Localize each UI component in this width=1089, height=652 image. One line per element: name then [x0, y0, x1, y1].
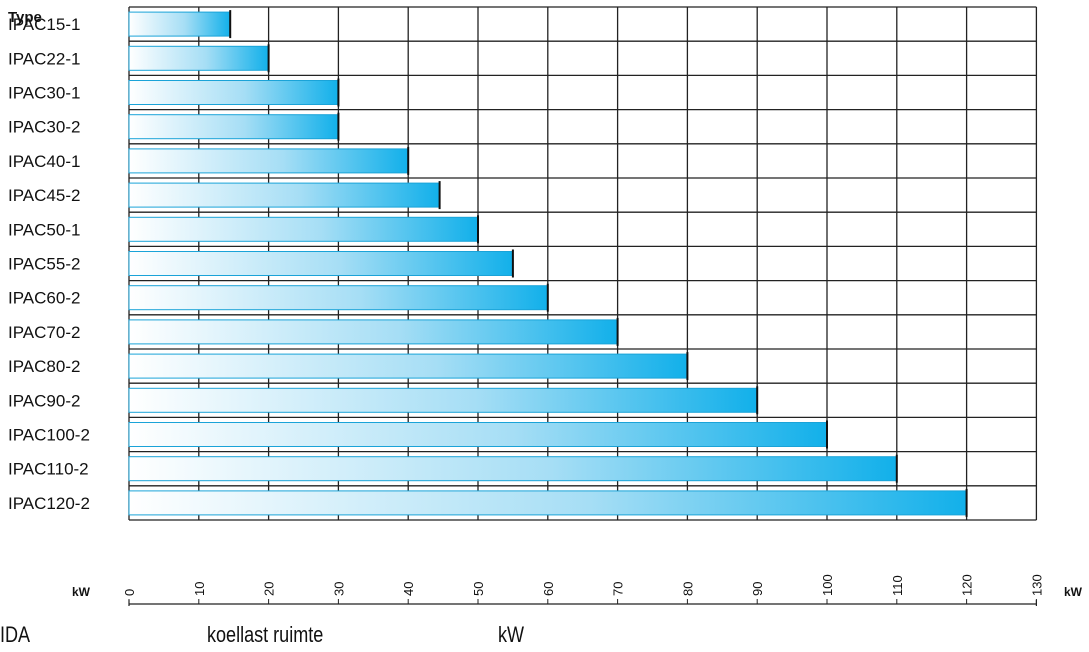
- category-label: IPAC70-2: [8, 323, 80, 342]
- category-label: IPAC45-2: [8, 186, 80, 205]
- bar: [128, 285, 549, 311]
- bar: [128, 45, 270, 71]
- bar: [128, 422, 828, 447]
- bar-chart: IPAC15-1 IPAC22-1 IPAC30-1 IPAC30-2 IPAC40-1…: [8, 6, 1083, 606]
- category-label: IPAC90-2: [8, 391, 80, 410]
- footer-middle-label: koellast ruimte: [207, 622, 324, 647]
- x-tick-label: 70: [611, 582, 626, 596]
- category-label: IPAC110-2: [8, 460, 89, 479]
- bar: [128, 80, 339, 105]
- bar: [128, 11, 231, 37]
- bars-group: [128, 10, 968, 517]
- category-label: IPAC30-2: [8, 118, 80, 137]
- bar: [128, 490, 968, 516]
- x-tick-label: 120: [960, 574, 975, 596]
- bar: [128, 456, 898, 482]
- x-unit-right: kW: [1064, 585, 1083, 599]
- x-tick-label: 130: [1029, 574, 1044, 596]
- category-label: IPAC60-2: [8, 289, 80, 308]
- x-axis: 0 10 20 30 40 50 60 70 80 90 100 110 120 130: [122, 574, 1044, 606]
- bar: [128, 216, 479, 242]
- category-label: IPAC120-2: [8, 494, 90, 513]
- x-tick-label: 80: [680, 582, 695, 596]
- category-label: IPAC15-1: [8, 15, 80, 34]
- x-tick-label: 60: [541, 582, 556, 596]
- category-label: IPAC55-2: [8, 255, 80, 274]
- x-tick-label: 40: [401, 582, 416, 596]
- x-tick-label: 110: [890, 575, 905, 596]
- category-label: IPAC40-1: [8, 152, 80, 171]
- bar: [128, 114, 339, 140]
- footer-left-label: IDA: [0, 622, 31, 647]
- category-label: IPAC22-1: [8, 49, 80, 68]
- bar: [128, 319, 619, 345]
- category-label: IPAC100-2: [8, 426, 90, 445]
- plot-grid: [128, 6, 1038, 521]
- bar: [128, 251, 514, 276]
- bar: [128, 182, 441, 208]
- bar: [128, 148, 409, 174]
- category-label: IPAC30-1: [8, 84, 80, 103]
- x-tick-label: 50: [471, 582, 486, 596]
- bar: [128, 353, 688, 379]
- x-tick-label: 0: [122, 589, 137, 596]
- category-labels: IPAC15-1 IPAC22-1 IPAC30-1 IPAC30-2 IPAC40-1…: [8, 15, 90, 513]
- y-axis-header: Type: [8, 9, 42, 26]
- x-tick-label: 90: [750, 582, 765, 596]
- category-label: IPAC50-1: [8, 220, 80, 239]
- bar: [128, 387, 758, 413]
- x-unit-left: kW: [72, 585, 91, 599]
- x-tick-label: 30: [331, 582, 346, 596]
- footer-right-label: kW: [498, 622, 525, 647]
- category-label: IPAC80-2: [8, 357, 80, 376]
- x-tick-label: 20: [262, 582, 277, 596]
- x-tick-label: 10: [192, 582, 207, 596]
- x-tick-label: 100: [820, 574, 835, 596]
